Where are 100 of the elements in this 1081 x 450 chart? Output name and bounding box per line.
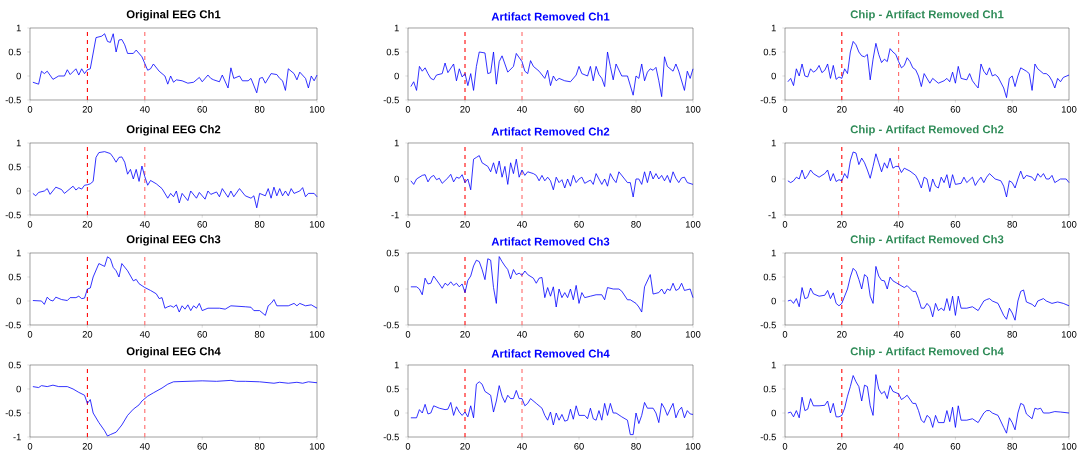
x-tick-label: 40: [517, 443, 527, 450]
y-tick-label: -1: [768, 211, 776, 219]
y-tick-label: -0.5: [383, 433, 399, 441]
y-tick-label: -0.5: [5, 409, 21, 417]
y-tick-label: 0.5: [763, 385, 776, 393]
x-tick-label: 100: [685, 106, 701, 113]
x-tick-label: 40: [517, 106, 527, 113]
x-tick-label: 80: [254, 443, 265, 450]
y-tick-label: 1: [771, 24, 776, 32]
y-tick-label: 1: [394, 139, 399, 147]
x-tick-label: 20: [82, 443, 93, 450]
x-tick-label: 80: [254, 106, 265, 113]
x-tick-label: 20: [82, 221, 93, 228]
y-tick-label: 0.5: [386, 385, 399, 393]
x-tick-label: 100: [309, 331, 325, 338]
y-tick-label: 0: [16, 187, 21, 195]
y-tick-label: 0: [394, 285, 399, 293]
y-tick-label: 0.5: [8, 163, 21, 171]
x-tick-label: 100: [1061, 221, 1077, 228]
x-tick-label: 100: [1061, 106, 1077, 113]
y-tick-label: 0.5: [8, 361, 21, 369]
chart-title: Artifact Removed Ch2: [491, 127, 610, 136]
x-tick-label: 40: [139, 221, 150, 228]
x-tick-label: 20: [82, 331, 93, 338]
y-tick-label: 0.5: [763, 48, 776, 56]
x-tick-label: 80: [631, 331, 641, 338]
y-tick-label: 0: [771, 72, 776, 80]
y-tick-label: 0.5: [386, 48, 399, 56]
y-tick-label: -1: [391, 211, 399, 219]
y-tick-label: -0.5: [760, 433, 776, 441]
x-tick-label: 60: [574, 106, 584, 113]
y-tick-label: 0: [771, 297, 776, 305]
x-tick-label: 100: [309, 221, 325, 228]
x-tick-label: 60: [950, 221, 961, 228]
x-tick-label: 80: [1007, 106, 1018, 113]
chart-title: Original EEG Ch2: [126, 125, 221, 136]
chart-title: Artifact Removed Ch3: [491, 237, 610, 246]
x-tick-label: 0: [405, 443, 411, 450]
x-tick-label: 0: [27, 106, 33, 113]
chart-title: Artifact Removed Ch1: [491, 12, 610, 21]
x-tick-label: 20: [837, 443, 847, 450]
x-tick-label: 80: [1007, 221, 1018, 228]
x-tick-label: 20: [460, 106, 470, 113]
chart-title: Chip - Artifact Removed Ch3: [850, 235, 1004, 246]
x-tick-label: 0: [405, 331, 411, 338]
y-tick-label: -0.5: [383, 321, 399, 329]
x-tick-label: 60: [950, 106, 961, 113]
x-tick-label: 100: [309, 106, 325, 113]
x-tick-label: 80: [1007, 443, 1018, 450]
x-tick-label: 60: [197, 443, 208, 450]
y-tick-label: 0: [394, 72, 399, 80]
chart-title: Original EEG Ch1: [126, 10, 221, 21]
x-tick-label: 0: [782, 221, 788, 228]
chart-title: Original EEG Ch3: [126, 235, 221, 246]
x-tick-label: 40: [139, 331, 150, 338]
x-tick-label: 20: [460, 221, 470, 228]
x-tick-label: 80: [631, 221, 641, 228]
chart-title: Chip - Artifact Removed Ch2: [850, 125, 1004, 136]
y-tick-label: 0.5: [8, 273, 21, 281]
x-tick-label: 20: [837, 331, 847, 338]
x-tick-label: 60: [574, 221, 584, 228]
x-tick-label: 100: [685, 221, 701, 228]
x-tick-label: 0: [27, 443, 33, 450]
y-tick-label: 1: [394, 361, 399, 369]
x-tick-label: 20: [460, 331, 470, 338]
y-tick-label: -0.5: [760, 321, 776, 329]
y-tick-label: 0.5: [8, 48, 21, 56]
x-tick-label: 40: [893, 106, 904, 113]
y-tick-label: 1: [394, 24, 399, 32]
x-tick-label: 60: [197, 106, 208, 113]
x-tick-label: 20: [837, 106, 847, 113]
x-tick-label: 0: [27, 331, 33, 338]
x-tick-label: 40: [139, 106, 150, 113]
y-tick-label: 0: [16, 385, 21, 393]
x-tick-label: 80: [254, 221, 265, 228]
y-tick-label: 1: [16, 249, 21, 257]
y-tick-label: 0: [771, 175, 776, 183]
x-tick-label: 60: [197, 221, 208, 228]
x-tick-label: 0: [27, 221, 33, 228]
y-tick-label: 0: [394, 175, 399, 183]
x-tick-label: 40: [893, 331, 904, 338]
x-tick-label: 100: [685, 443, 701, 450]
chart-title: Original EEG Ch4: [126, 347, 221, 358]
x-tick-label: 0: [782, 443, 788, 450]
y-tick-label: 0: [394, 409, 399, 417]
y-tick-label: -0.5: [5, 96, 21, 104]
y-tick-label: 0: [771, 409, 776, 417]
x-tick-label: 0: [405, 106, 411, 113]
x-tick-label: 0: [405, 221, 411, 228]
x-tick-label: 100: [685, 331, 701, 338]
x-tick-label: 100: [309, 443, 325, 450]
x-tick-label: 60: [574, 443, 584, 450]
y-tick-label: -0.5: [760, 96, 776, 104]
x-tick-label: 40: [139, 443, 150, 450]
x-tick-label: 60: [950, 443, 961, 450]
x-tick-label: 40: [517, 221, 527, 228]
x-tick-label: 0: [782, 331, 788, 338]
x-tick-label: 80: [1007, 331, 1018, 338]
y-tick-label: 1: [16, 24, 21, 32]
x-tick-label: 40: [893, 443, 904, 450]
